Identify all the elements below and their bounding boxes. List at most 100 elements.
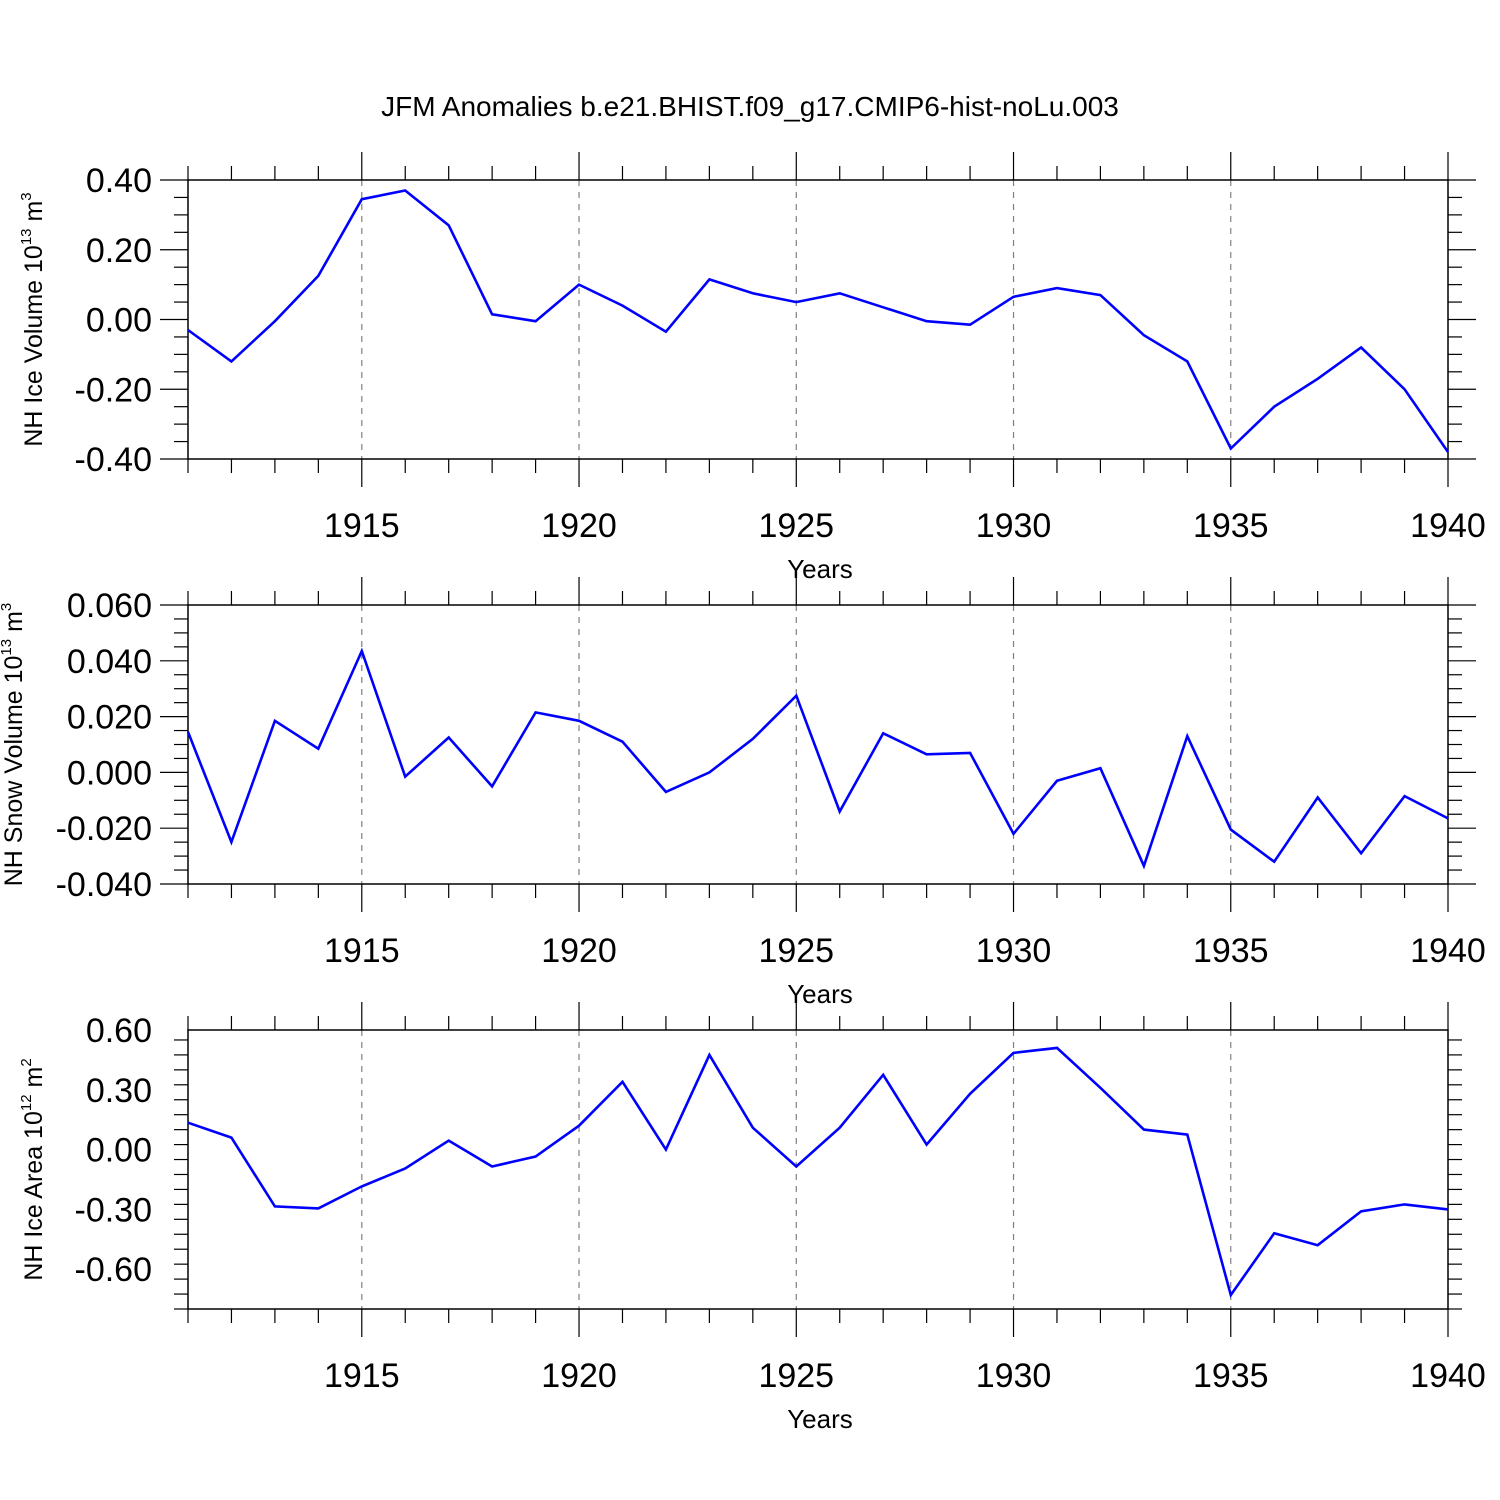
data-point	[1185, 734, 1189, 738]
plot-frame	[187, 1029, 1449, 1310]
panels: -0.40 -0.20 0.00 0.20 0.40 1915 1920 1925 1930 19…	[0, 152, 1486, 1434]
data-point	[1185, 1133, 1189, 1137]
data-point	[403, 1167, 407, 1171]
data-point	[751, 1126, 755, 1130]
data-point	[707, 1053, 711, 1057]
data-point	[229, 359, 233, 363]
x-tick-label: 1935	[1193, 1357, 1269, 1395]
data-point	[1012, 295, 1016, 299]
y-tick-label: 0.30	[86, 1072, 152, 1110]
data-point	[925, 1143, 929, 1147]
data-point	[403, 188, 407, 192]
x-tick-label: 1930	[976, 507, 1052, 545]
data-point	[316, 274, 320, 278]
data-point	[316, 1206, 320, 1210]
data-point	[838, 291, 842, 295]
y-axis-label-unit-sup: 3	[18, 192, 35, 200]
y-tick-label: 0.60	[86, 1012, 152, 1050]
data-point	[1098, 1086, 1102, 1090]
data-point	[751, 737, 755, 741]
data-point	[620, 740, 624, 744]
data-point	[794, 694, 798, 698]
data-point	[838, 809, 842, 813]
data-point	[273, 1204, 277, 1208]
data-point	[1055, 779, 1059, 783]
x-tick-label: 1940	[1410, 507, 1486, 545]
data-point	[1229, 1293, 1233, 1297]
y-tick-label: -0.40	[75, 441, 153, 479]
data-point	[707, 277, 711, 281]
x-tick-label: 1925	[758, 507, 834, 545]
x-tick-label: 1940	[1410, 1357, 1486, 1395]
y-tick-label: 0.20	[86, 232, 152, 270]
data-point	[360, 1184, 364, 1188]
data-point	[360, 649, 364, 653]
data-point	[534, 319, 538, 323]
data-point	[1142, 864, 1146, 868]
data-point	[447, 1139, 451, 1143]
data-point	[1446, 1207, 1450, 1211]
y-axis-label-sup: 12	[18, 1094, 35, 1111]
data-point	[1098, 766, 1102, 770]
data-point	[186, 1121, 190, 1125]
data-point	[1055, 1046, 1059, 1050]
data-point	[881, 731, 885, 735]
data-point	[273, 719, 277, 723]
x-tick-label: 1925	[758, 1357, 834, 1395]
data-point	[1185, 359, 1189, 363]
data-point	[968, 323, 972, 327]
data-point	[577, 719, 581, 723]
data-point	[273, 319, 277, 323]
x-tick-label: 1920	[541, 1357, 617, 1395]
y-axis-label-unit-sup: 2	[18, 1058, 35, 1066]
y-axis-label: NH Ice Volume 1013 m3	[18, 192, 48, 446]
chart-panel-2: -0.040 -0.020 0.000 0.020 0.040 0.060 1915 1920…	[0, 577, 1486, 1009]
data-point	[1403, 794, 1407, 798]
data-point	[1272, 405, 1276, 409]
x-tick-label: 1915	[324, 507, 400, 545]
data-point	[881, 1073, 885, 1077]
data-point	[577, 1124, 581, 1128]
y-axis-label-unit: m	[20, 1067, 48, 1095]
data-point	[707, 770, 711, 774]
data-point	[620, 304, 624, 308]
x-tick-label: 1920	[541, 507, 617, 545]
chart-panel-1: -0.40 -0.20 0.00 0.20 0.40 1915 1920 1925 1930 19…	[18, 152, 1486, 584]
data-point	[316, 747, 320, 751]
data-point	[186, 730, 190, 734]
data-point	[1272, 860, 1276, 864]
y-tick-label: 0.060	[67, 587, 152, 625]
data-point	[447, 223, 451, 227]
series-line	[187, 1046, 1449, 1299]
data-point	[664, 790, 668, 794]
data-point	[490, 312, 494, 316]
data-point	[1142, 333, 1146, 337]
data-point	[1316, 796, 1320, 800]
data-point	[1359, 345, 1363, 349]
data-point	[1446, 450, 1450, 454]
y-tick-label: 0.00	[86, 1132, 152, 1170]
chart-panel-3: -0.60 -0.30 0.00 0.30 0.60 1915 1920 1925 1930 19…	[18, 1002, 1486, 1434]
x-tick-label: 1925	[758, 932, 834, 970]
data-point	[1229, 828, 1233, 832]
x-tick-label: 1935	[1193, 932, 1269, 970]
y-axis-label-main: NH Snow Volume 10	[0, 656, 28, 887]
y-tick-label: -0.20	[75, 371, 153, 409]
plot-frame	[187, 604, 1449, 885]
x-axis-label: Years	[787, 1404, 853, 1434]
data-point	[1446, 816, 1450, 820]
x-tick-label: 1935	[1193, 507, 1269, 545]
y-axis-label: NH Ice Area 1012 m2	[18, 1058, 48, 1280]
y-axis-label-unit: m	[20, 201, 48, 229]
x-axis-label: Years	[787, 554, 853, 584]
x-tick-label: 1915	[324, 1357, 400, 1395]
data-point	[403, 775, 407, 779]
data-point	[577, 283, 581, 287]
y-tick-label: -0.020	[56, 810, 152, 848]
data-point	[1403, 1202, 1407, 1206]
chart-title: JFM Anomalies b.e21.BHIST.f09_g17.CMIP6-…	[381, 91, 1119, 122]
data-point	[447, 736, 451, 740]
data-point	[1272, 1231, 1276, 1235]
x-tick-label: 1940	[1410, 932, 1486, 970]
data-point	[968, 1092, 972, 1096]
